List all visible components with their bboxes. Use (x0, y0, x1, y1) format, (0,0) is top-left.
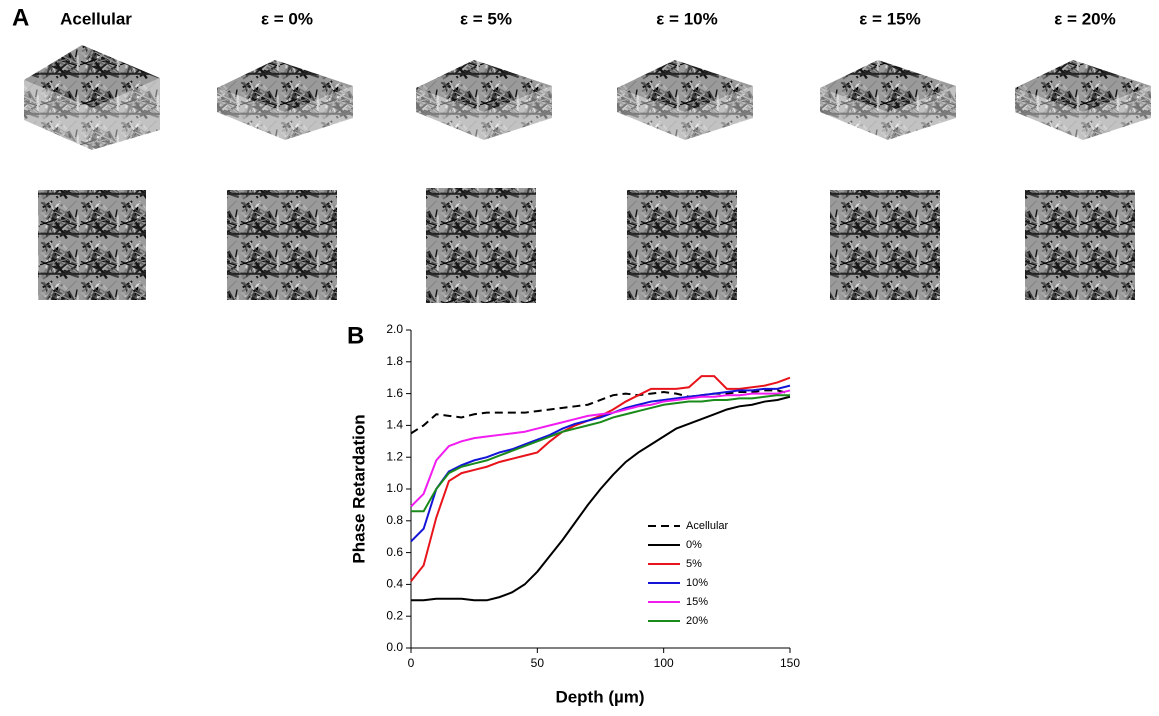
slice-image (227, 190, 337, 300)
y-tick-label: 0.4 (386, 577, 403, 591)
volume-side (416, 86, 552, 140)
volume-side (217, 86, 353, 140)
legend-label: 5% (686, 558, 702, 570)
volume-top (1015, 60, 1151, 112)
y-tick-label: 1.2 (386, 449, 403, 463)
slice-image (627, 190, 737, 300)
y-tick-label: 1.0 (386, 481, 403, 495)
series-line (410, 389, 791, 435)
volume-side (820, 86, 956, 140)
series-line (411, 395, 791, 602)
y-tick-label: 0.8 (386, 513, 403, 527)
volume-top (617, 60, 753, 112)
series-line (410, 384, 791, 543)
slice-image (38, 190, 146, 300)
panel-label: A (12, 4, 29, 31)
legend-label: Acellular (686, 520, 729, 532)
column-title: ε = 15% (859, 9, 920, 28)
x-tick-label: 0 (408, 656, 415, 670)
x-tick-label: 150 (780, 656, 800, 670)
y-tick-label: 1.4 (386, 418, 403, 432)
panel-label: B (347, 322, 364, 349)
series-line (411, 394, 790, 513)
volume-top (24, 45, 160, 108)
legend-label: 20% (686, 615, 708, 627)
volume-side (617, 86, 753, 140)
column-title: Acellular (60, 9, 132, 28)
column-title: ε = 0% (261, 9, 313, 28)
series-line (410, 375, 791, 582)
y-tick-label: 0.2 (386, 608, 403, 622)
volume-top (217, 60, 353, 112)
column-title: ε = 20% (1054, 9, 1115, 28)
column-title: ε = 5% (460, 9, 512, 28)
x-axis-label: Depth (µm) (555, 687, 644, 706)
legend-label: 15% (686, 596, 708, 608)
slice-image (1025, 190, 1135, 300)
volume-top (416, 60, 552, 112)
volume-side (1015, 86, 1151, 140)
column-title: ε = 10% (656, 9, 717, 28)
y-tick-label: 2.0 (386, 322, 403, 336)
volume-top (820, 60, 956, 112)
y-tick-label: 0.0 (386, 640, 403, 654)
y-tick-label: 1.8 (386, 354, 403, 368)
series-line (410, 389, 791, 508)
legend-label: 10% (686, 577, 708, 589)
slice-image (426, 188, 536, 303)
y-tick-label: 1.6 (386, 386, 403, 400)
volume-side (24, 78, 160, 150)
x-tick-label: 100 (654, 656, 674, 670)
y-tick-label: 0.6 (386, 545, 403, 559)
x-tick-label: 50 (531, 656, 545, 670)
y-axis-label: Phase Retardation (349, 414, 368, 563)
legend-label: 0% (686, 539, 702, 551)
slice-image (830, 190, 940, 300)
